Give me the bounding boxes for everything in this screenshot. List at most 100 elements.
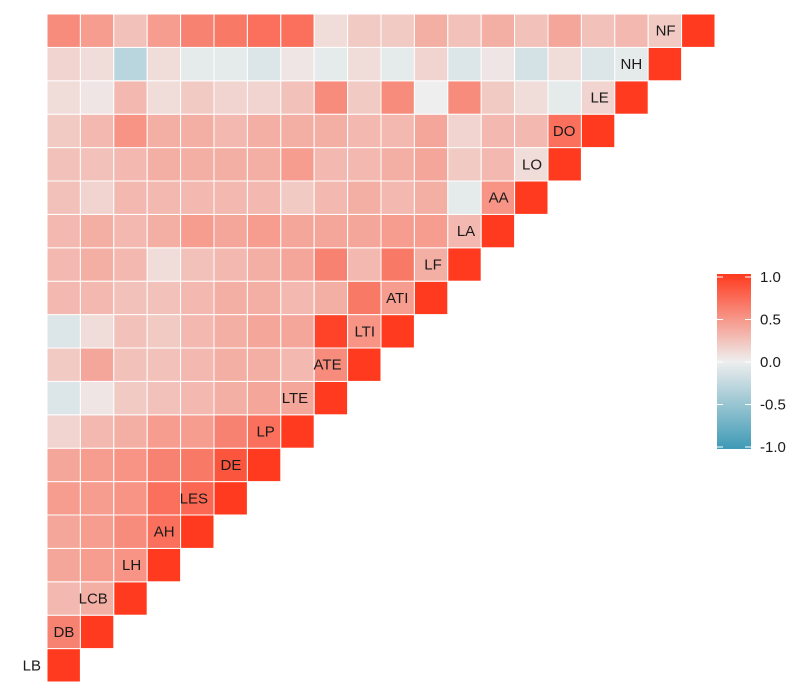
heatmap-cell-lti-lti [380,314,415,349]
heatmap-cell-ati-lh [146,280,182,316]
heatmap-cell-ah-db [79,514,115,549]
heatmap-cell-lti-lcb [113,314,148,349]
heatmap-cell-lp-lp [280,414,315,449]
heatmap-cell-lp-de [246,414,282,449]
heatmap-cell-ati-lcb [113,280,148,316]
heatmap-cell-lh-lb [46,547,81,583]
heatmap-cell-lte-lh [146,380,182,416]
heatmap-cell-nf-db [79,13,115,48]
heatmap-cell-nf-les [213,13,248,48]
heatmap-cell-lte-lp [280,380,315,416]
heatmap-cell-do-ate [347,113,382,149]
variable-label-nf: NF [656,23,676,40]
heatmap-cell-lo-lf [447,147,482,182]
heatmap-cell-ah-lcb [113,514,148,549]
heatmap-cell-lte-de [246,380,282,416]
heatmap-cell-nf-ah [180,13,215,48]
heatmap-cell-nf-le [614,13,649,48]
heatmap-cell-lo-lp [280,147,315,182]
heatmap-cell-la-lb [46,213,81,249]
heatmap-cell-nh-ate [347,46,382,82]
heatmap-cell-la-lcb [113,213,148,249]
heatmap-cell-lo-lb [46,147,81,182]
heatmap-cell-la-db [79,213,115,249]
heatmap-cell-aa-lti [380,180,415,215]
heatmap-cell-de-de [246,447,282,483]
heatmap-cell-ati-de [246,280,282,316]
variable-label-ah: AH [154,524,175,541]
heatmap-cell-lte-lte [313,380,349,416]
heatmap-cell-lp-lcb [113,414,148,449]
variable-label-lo: LO [522,156,542,173]
heatmap-cell-lf-lh [146,247,182,282]
heatmap-cell-lf-les [213,247,248,282]
heatmap-cell-lo-les [213,147,248,182]
heatmap-cell-le-ah [180,80,215,115]
heatmap-cell-lf-lte [313,247,349,282]
heatmap-cell-les-les [213,481,248,516]
heatmap-cell-lti-lb [46,314,81,349]
heatmap-cell-lb-lb [46,648,81,683]
heatmap-cell-aa-de [246,180,282,215]
heatmap-cell-lo-ate [347,147,382,182]
heatmap-cell-lp-lh [146,414,182,449]
heatmap-cell-do-lf [447,113,482,149]
heatmap-cell-de-db [79,447,115,483]
heatmap-cell-de-lcb [113,447,148,483]
heatmap-cell-le-do [580,80,616,115]
heatmap-cell-le-la [480,80,516,115]
heatmap-cell-les-lb [46,481,81,516]
heatmap-cell-nf-lte [313,13,349,48]
heatmap-cell-lf-lf [447,247,482,282]
heatmap-cell-lcb-lcb [113,581,148,616]
heatmap-cell-aa-ati [413,180,449,215]
heatmap-cell-nh-la [480,46,516,82]
legend-tick-label: -1.0 [760,439,786,456]
variable-label-lti: LTI [354,323,375,340]
heatmap-cell-ah-lb [46,514,81,549]
heatmap-cell-lf-ate [347,247,382,282]
heatmap-cell-do-lti [380,113,415,149]
heatmap-cell-nh-lp [280,46,315,82]
heatmap-cell-ate-lh [146,347,182,382]
heatmap-cell-de-ah [180,447,215,483]
heatmap-cell-aa-db [79,180,115,215]
variable-label-ate: ATE [314,357,342,374]
heatmap-cell-lti-les [213,314,248,349]
heatmap-cell-ate-lb [46,347,81,382]
heatmap-cell-aa-lf [447,180,482,215]
heatmap-cells [46,13,716,683]
heatmap-cell-nh-lo [547,46,582,82]
heatmap-cell-nf-lp [280,13,315,48]
heatmap-cell-nh-lh [146,46,182,82]
heatmap-cell-lti-ah [180,314,215,349]
heatmap-cell-de-lh [146,447,182,483]
heatmap-cell-lf-db [79,247,115,282]
heatmap-cell-nf-de [246,13,282,48]
heatmap-cell-lp-lb [46,414,81,449]
heatmap-cell-nh-lte [313,46,349,82]
heatmap-cell-lte-db [79,380,115,416]
heatmap-cell-aa-ah [180,180,215,215]
heatmap-cell-les-lcb [113,481,148,516]
heatmap-cell-do-lcb [113,113,148,149]
heatmap-cell-do-lp [280,113,315,149]
heatmap-cell-do-de [246,113,282,149]
heatmap-cell-les-lh [146,481,182,516]
heatmap-cell-ati-ate [347,280,382,316]
variable-label-nh: NH [621,56,643,73]
legend-tick-label: 0.0 [760,354,781,371]
heatmap-cell-nh-ati [413,46,449,82]
heatmap-cell-aa-lb [46,180,81,215]
heatmap-cell-nh-lti [380,46,415,82]
heatmap-cell-nf-lo [547,13,582,48]
heatmap-cell-nh-db [79,46,115,82]
heatmap-cell-ati-db [79,280,115,316]
heatmap-cell-aa-les [213,180,248,215]
heatmap-cell-lf-ah [180,247,215,282]
heatmap-cell-lp-les [213,414,248,449]
heatmap-cell-le-lb [46,80,81,115]
heatmap-cell-lf-lcb [113,247,148,282]
heatmap-cell-lo-la [480,147,516,182]
heatmap-cell-nf-aa [514,13,549,48]
